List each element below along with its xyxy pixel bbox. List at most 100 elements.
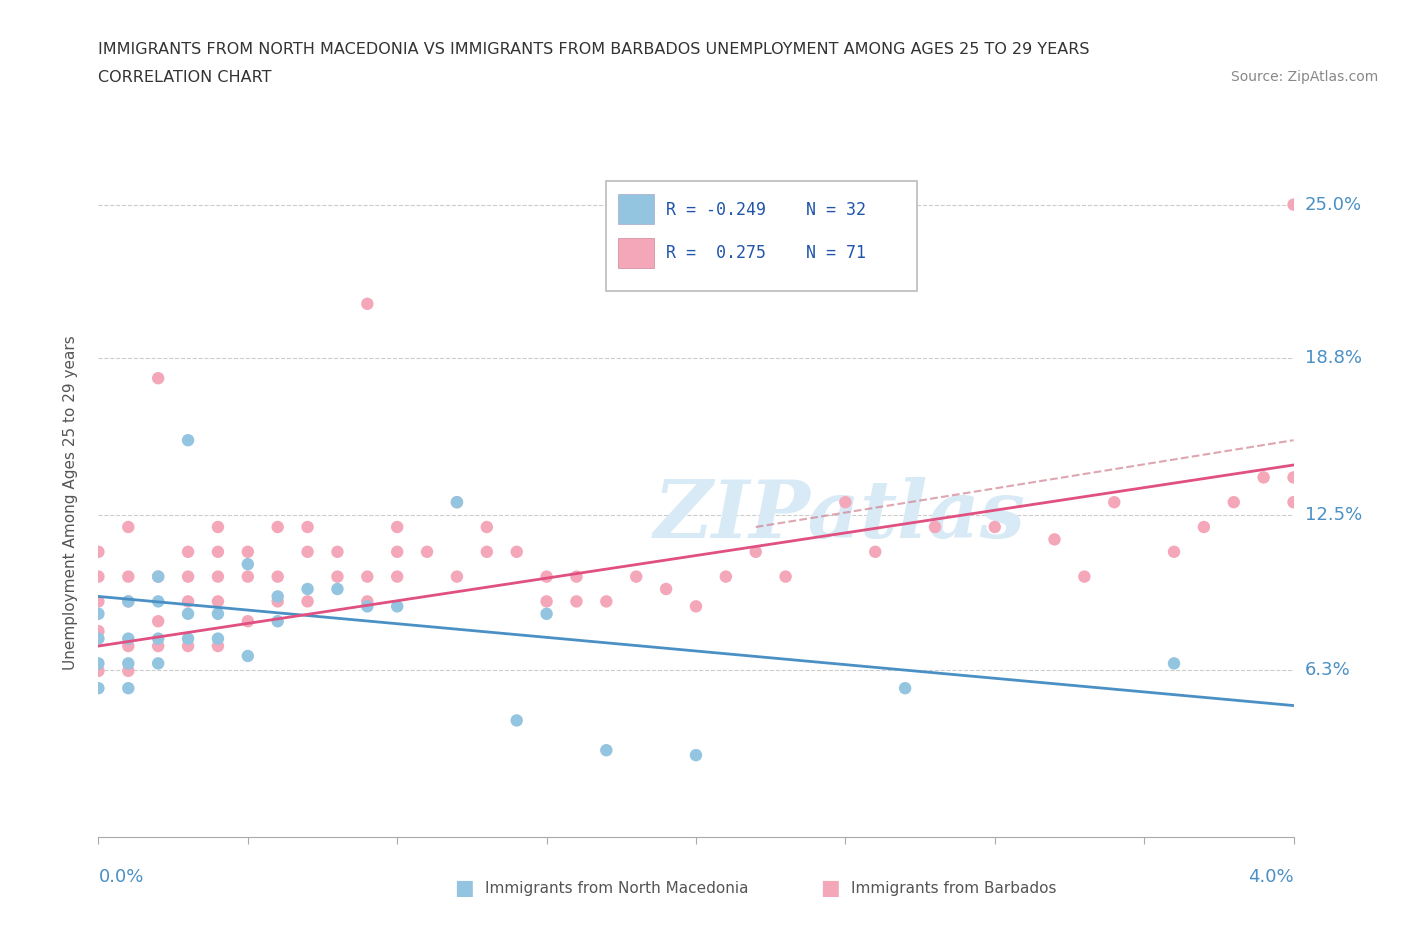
- Point: [207, 631, 229, 646]
- Point: [356, 297, 378, 312]
- FancyBboxPatch shape: [619, 194, 654, 224]
- Text: ■: ■: [820, 878, 839, 898]
- Point: [117, 594, 139, 609]
- Text: R =  0.275    N = 71: R = 0.275 N = 71: [666, 244, 866, 262]
- Point: [87, 606, 110, 621]
- Point: [148, 639, 170, 654]
- Point: [326, 569, 349, 584]
- Point: [685, 599, 707, 614]
- Point: [1253, 470, 1275, 485]
- Point: [207, 606, 229, 621]
- Point: [207, 520, 229, 535]
- Point: [236, 569, 259, 584]
- Point: [117, 594, 139, 609]
- Point: [446, 569, 468, 584]
- Point: [207, 544, 229, 559]
- Point: [446, 495, 468, 510]
- Point: [863, 544, 886, 559]
- Point: [297, 594, 319, 609]
- Point: [297, 581, 319, 596]
- Point: [117, 681, 139, 696]
- Point: [87, 624, 110, 639]
- Point: [148, 371, 170, 386]
- Point: [385, 599, 409, 614]
- Point: [236, 557, 259, 572]
- Point: [117, 569, 139, 584]
- Point: [536, 569, 558, 584]
- Point: [87, 569, 110, 584]
- Point: [595, 594, 617, 609]
- Point: [983, 520, 1005, 535]
- Point: [356, 599, 378, 614]
- Point: [177, 606, 200, 621]
- Point: [1282, 470, 1305, 485]
- Point: [236, 544, 259, 559]
- Text: 18.8%: 18.8%: [1305, 350, 1361, 367]
- Point: [87, 594, 110, 609]
- Point: [1163, 656, 1185, 671]
- Point: [117, 663, 139, 678]
- Point: [356, 569, 378, 584]
- Point: [148, 614, 170, 629]
- Point: [117, 639, 139, 654]
- Point: [148, 569, 170, 584]
- Text: Immigrants from North Macedonia: Immigrants from North Macedonia: [485, 881, 748, 896]
- Text: 12.5%: 12.5%: [1305, 506, 1362, 524]
- Point: [87, 681, 110, 696]
- Point: [924, 520, 946, 535]
- Point: [177, 569, 200, 584]
- Point: [87, 663, 110, 678]
- Point: [595, 743, 617, 758]
- Point: [894, 681, 917, 696]
- Point: [385, 544, 409, 559]
- Point: [1282, 197, 1305, 212]
- Point: [506, 713, 529, 728]
- Point: [565, 594, 588, 609]
- Point: [416, 544, 439, 559]
- Text: ■: ■: [454, 878, 474, 898]
- Point: [446, 495, 468, 510]
- Text: 0.0%: 0.0%: [98, 868, 143, 885]
- Text: 6.3%: 6.3%: [1305, 660, 1350, 679]
- Point: [834, 495, 856, 510]
- Text: 25.0%: 25.0%: [1305, 195, 1362, 214]
- Point: [148, 569, 170, 584]
- Point: [267, 569, 290, 584]
- Point: [267, 520, 290, 535]
- Point: [714, 569, 737, 584]
- Point: [117, 631, 139, 646]
- Point: [148, 631, 170, 646]
- Text: ZIPatlas: ZIPatlas: [654, 477, 1025, 554]
- Point: [236, 614, 259, 629]
- Point: [207, 569, 229, 584]
- Point: [775, 569, 797, 584]
- Point: [267, 594, 290, 609]
- Point: [685, 748, 707, 763]
- Point: [1192, 520, 1215, 535]
- Point: [356, 594, 378, 609]
- FancyBboxPatch shape: [619, 238, 654, 268]
- Point: [87, 656, 110, 671]
- Point: [177, 544, 200, 559]
- Point: [385, 520, 409, 535]
- Point: [87, 544, 110, 559]
- Point: [267, 614, 290, 629]
- Point: [1282, 495, 1305, 510]
- Text: Source: ZipAtlas.com: Source: ZipAtlas.com: [1230, 70, 1378, 84]
- Point: [148, 656, 170, 671]
- Point: [236, 648, 259, 663]
- Point: [475, 544, 498, 559]
- Point: [624, 569, 647, 584]
- Point: [148, 594, 170, 609]
- FancyBboxPatch shape: [606, 180, 917, 291]
- Point: [1222, 495, 1246, 510]
- Point: [655, 581, 678, 596]
- Text: 4.0%: 4.0%: [1249, 868, 1294, 885]
- Point: [385, 569, 409, 584]
- Point: [297, 544, 319, 559]
- Point: [267, 589, 290, 604]
- Point: [1043, 532, 1066, 547]
- Point: [207, 639, 229, 654]
- Point: [326, 581, 349, 596]
- Point: [326, 544, 349, 559]
